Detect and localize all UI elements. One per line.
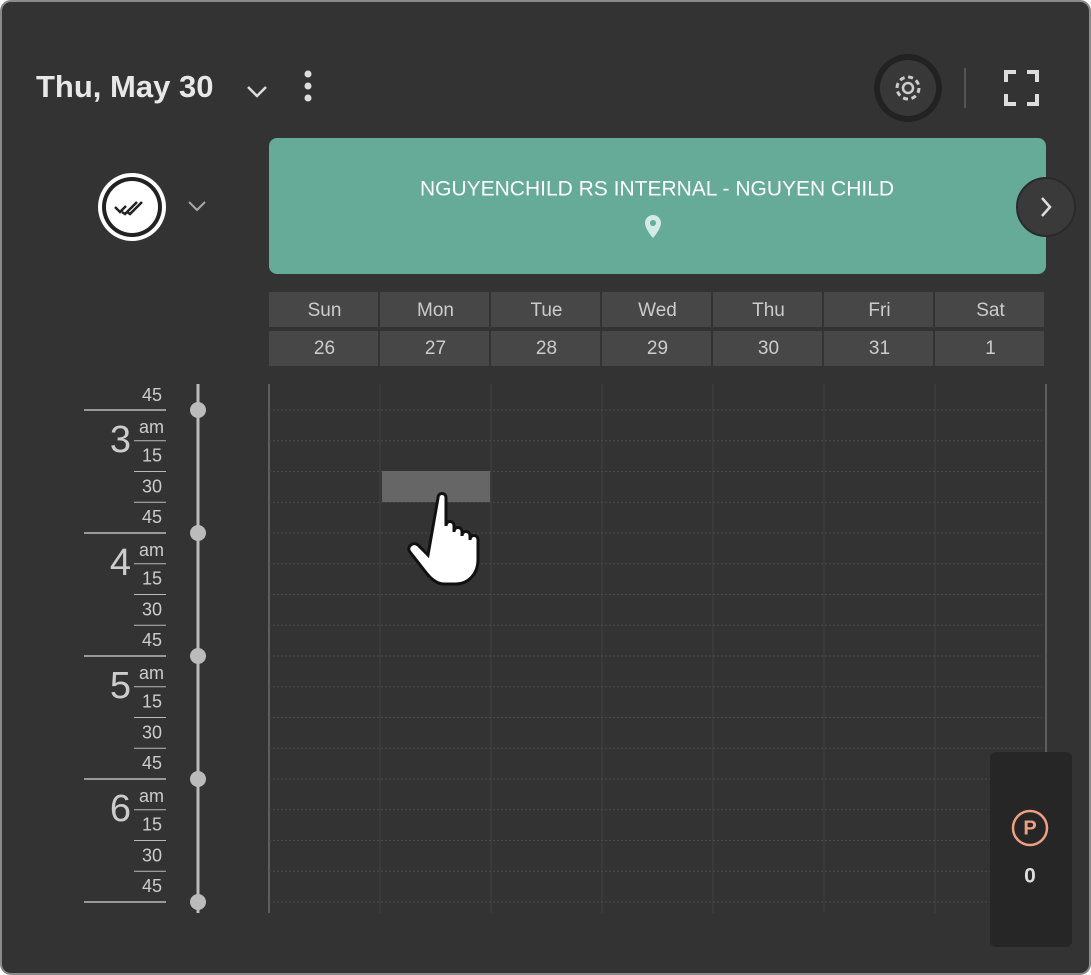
day-cell: [713, 292, 822, 327]
period-label: am: [139, 417, 164, 437]
date-number: 27: [425, 338, 446, 359]
date-number: 28: [536, 338, 557, 359]
minute-label: 30: [142, 599, 162, 619]
timeline: 45 3 am 15 30 45 4 am 15 30 45 5 am 15 30 45 6 am 15 30 45: [84, 384, 206, 913]
settings-button[interactable]: [874, 54, 942, 122]
minute-label: 30: [142, 845, 162, 865]
day-name: Tue: [530, 300, 562, 321]
minute-label: 30: [142, 722, 162, 742]
hour-dot: [190, 402, 206, 418]
date-number: 30: [758, 338, 779, 359]
date-cell: [824, 331, 933, 366]
date-number: 26: [314, 338, 335, 359]
date-cell: [935, 331, 1044, 366]
day-cell: [824, 292, 933, 327]
badge-panel: [990, 752, 1072, 947]
day-cell: [935, 292, 1044, 327]
date-dropdown[interactable]: [247, 86, 267, 98]
day-cell: [602, 292, 711, 327]
minute-label: 45: [142, 630, 162, 650]
hour-label: 3: [110, 419, 131, 461]
minute-label: 45: [142, 385, 162, 405]
date-title[interactable]: Thu, May 30: [36, 69, 213, 104]
date-cell: [380, 331, 489, 366]
time-grid: [268, 384, 1047, 913]
day-name: Fri: [868, 300, 890, 321]
date-number: 1: [985, 338, 996, 359]
hour-dot: [190, 648, 206, 664]
day-cell: [491, 292, 600, 327]
minute-label: 15: [142, 815, 162, 835]
location-icon: [645, 215, 661, 238]
more-menu[interactable]: [304, 70, 312, 102]
fullscreen-button[interactable]: [1004, 70, 1039, 106]
date-cell: [491, 331, 600, 366]
period-label: am: [139, 786, 164, 806]
badge-icon: P: [1023, 817, 1036, 839]
location-icon-dot: [650, 220, 656, 226]
minute-label: 15: [142, 569, 162, 589]
hour-label: 4: [110, 542, 131, 584]
minute-label: 45: [142, 507, 162, 527]
date-cell: [269, 331, 378, 366]
hand-cursor: [407, 492, 480, 586]
badge-count: 0: [1024, 865, 1036, 888]
day-cell: [269, 292, 378, 327]
day-name: Sat: [976, 300, 1005, 321]
selected-slot[interactable]: [382, 471, 490, 502]
date-number: 31: [869, 338, 890, 359]
resource-name: NGUYENCHILD RS INTERNAL - NGUYEN CHILD: [420, 178, 894, 201]
badge-icon-ring: [1011, 809, 1049, 847]
hour-dot: [190, 771, 206, 787]
day-name: Thu: [752, 300, 785, 321]
day-name: Wed: [638, 300, 677, 321]
date-number: 29: [647, 338, 668, 359]
day-cell: [380, 292, 489, 327]
hour-label: 6: [110, 788, 131, 830]
next-button[interactable]: [1016, 177, 1076, 237]
hour-label: 5: [110, 665, 131, 707]
status-filter[interactable]: [98, 173, 206, 241]
minute-label: 15: [142, 446, 162, 466]
resource-banner[interactable]: [269, 138, 1046, 274]
period-label: am: [139, 540, 164, 560]
minute-label: 45: [142, 876, 162, 896]
period-label: am: [139, 663, 164, 683]
week-header: Sun 26 Mon 27 Tue 28 Wed 29 Thu 30 Fri 31 Sat 1: [269, 292, 1044, 366]
date-cell: [602, 331, 711, 366]
minute-label: 15: [142, 692, 162, 712]
minute-label: 30: [142, 476, 162, 496]
hour-dot: [190, 894, 206, 910]
hour-dot: [190, 525, 206, 541]
date-cell: [713, 331, 822, 366]
day-name: Sun: [308, 300, 342, 321]
minute-label: 45: [142, 753, 162, 773]
day-name: Mon: [417, 300, 454, 321]
